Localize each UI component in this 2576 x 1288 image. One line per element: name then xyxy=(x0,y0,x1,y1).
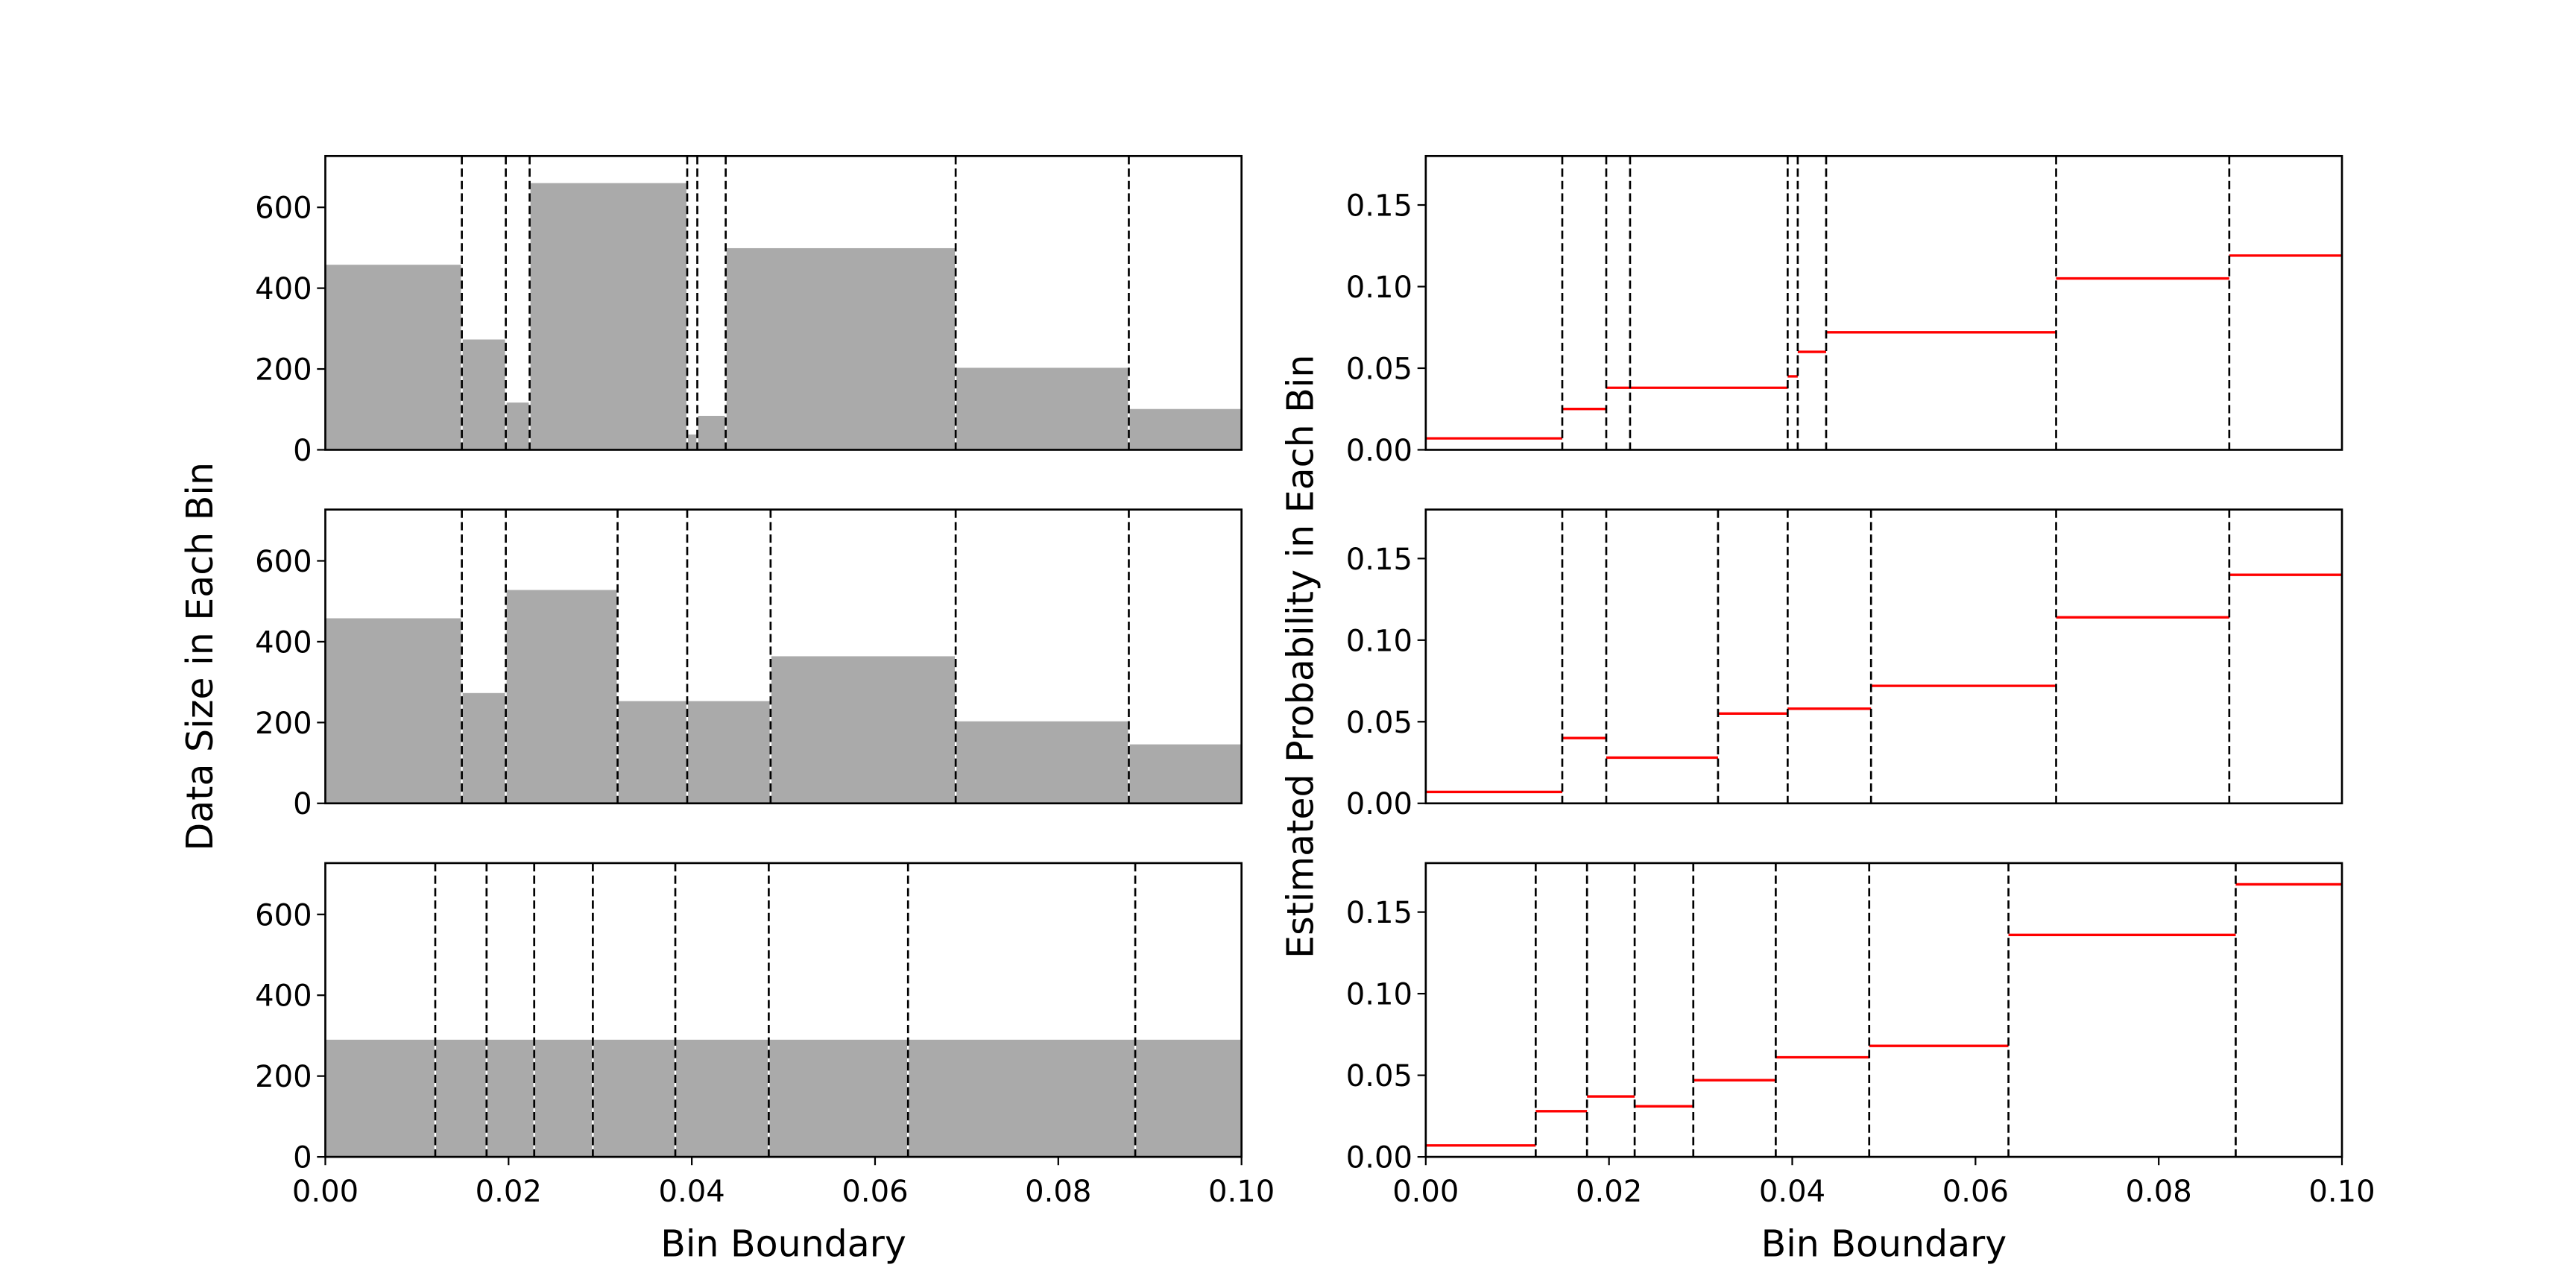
y-tick-label: 0.10 xyxy=(1346,978,1412,1012)
y-tick-label: 0.00 xyxy=(1346,434,1412,468)
y-tick-label: 600 xyxy=(255,545,312,579)
bar xyxy=(696,414,727,451)
y-axis-label: Data Size in Each Bin xyxy=(179,462,221,851)
y-tick-label: 0.15 xyxy=(1346,896,1412,930)
axes-frame xyxy=(1424,154,2343,451)
bar xyxy=(616,699,689,804)
axes-frame xyxy=(1424,508,2343,805)
y-tick-label: 0.05 xyxy=(1346,706,1412,740)
bar xyxy=(686,699,771,804)
bar xyxy=(434,1038,487,1158)
y-tick-label: 0.05 xyxy=(1346,352,1412,386)
y-tick-label: 200 xyxy=(255,1060,312,1094)
y-tick-label: 0.00 xyxy=(1346,1141,1412,1175)
bar xyxy=(461,338,507,451)
x-tick-label: 0.06 xyxy=(842,1175,908,1209)
y-tick-label: 0 xyxy=(293,1141,312,1175)
bar xyxy=(1128,742,1243,804)
axes-frame xyxy=(324,508,1243,805)
bar xyxy=(592,1038,677,1158)
x-tick-label: 0.00 xyxy=(292,1175,359,1209)
bar xyxy=(686,432,698,451)
bar xyxy=(1128,407,1243,451)
x-tick-label: 0.04 xyxy=(659,1175,725,1209)
x-tick-label: 0.02 xyxy=(476,1175,542,1209)
x-tick-label: 0.02 xyxy=(1576,1175,1642,1209)
x-tick-label: 0.00 xyxy=(1392,1175,1459,1209)
axes-frame xyxy=(324,862,1243,1158)
y-tick-label: 0.10 xyxy=(1346,271,1412,305)
bar xyxy=(461,691,507,804)
y-tick-label: 200 xyxy=(255,707,312,741)
bar xyxy=(955,719,1130,804)
x-tick-label: 0.08 xyxy=(1025,1175,1091,1209)
y-tick-label: 0.00 xyxy=(1346,787,1412,821)
y-tick-label: 200 xyxy=(255,353,312,388)
x-tick-label: 0.04 xyxy=(1759,1175,1825,1209)
bar xyxy=(324,1038,437,1158)
y-tick-label: 0.15 xyxy=(1346,543,1412,577)
bar xyxy=(485,1038,535,1158)
x-tick-label: 0.06 xyxy=(1942,1175,2009,1209)
x-axis-label: Bin Boundary xyxy=(660,1223,906,1266)
y-tick-label: 0 xyxy=(293,434,312,468)
x-tick-label: 0.10 xyxy=(2308,1175,2375,1209)
bar xyxy=(769,654,957,804)
y-tick-label: 400 xyxy=(255,272,312,306)
y-tick-label: 400 xyxy=(255,979,312,1014)
y-tick-label: 400 xyxy=(255,625,312,660)
x-tick-label: 0.10 xyxy=(1208,1175,1275,1209)
axes-frame xyxy=(324,154,1243,451)
bar xyxy=(955,366,1130,451)
bar xyxy=(768,1038,909,1158)
axes-frame xyxy=(1424,862,2343,1158)
y-tick-label: 600 xyxy=(255,898,312,932)
bar xyxy=(324,616,463,804)
y-tick-label: 0.15 xyxy=(1346,189,1412,223)
y-tick-label: 0.05 xyxy=(1346,1059,1412,1093)
y-axis-label: Estimated Probability in Each Bin xyxy=(1279,355,1322,959)
bar xyxy=(533,1038,594,1158)
bar xyxy=(1134,1038,1243,1158)
bar xyxy=(528,181,689,451)
bar xyxy=(324,262,463,451)
y-tick-label: 600 xyxy=(255,192,312,226)
x-axis-label: Bin Boundary xyxy=(1761,1223,2007,1266)
y-tick-label: 0.10 xyxy=(1346,624,1412,658)
bar xyxy=(505,400,531,451)
bar xyxy=(907,1038,1137,1158)
bar xyxy=(724,246,957,451)
y-tick-label: 0 xyxy=(293,787,312,821)
bar xyxy=(505,588,619,804)
x-tick-label: 0.08 xyxy=(2126,1175,2192,1209)
bar xyxy=(674,1038,770,1158)
